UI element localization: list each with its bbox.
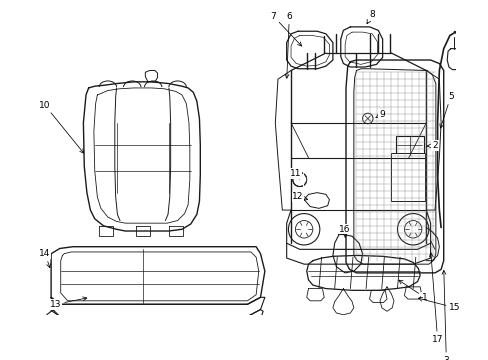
Circle shape <box>362 113 372 124</box>
Bar <box>395 136 423 155</box>
Circle shape <box>288 213 319 245</box>
Text: 9: 9 <box>375 109 384 118</box>
Text: 17: 17 <box>428 253 443 344</box>
Text: 8: 8 <box>366 10 374 24</box>
Text: 6: 6 <box>285 12 291 78</box>
Text: 11: 11 <box>289 169 301 179</box>
Circle shape <box>404 221 421 238</box>
Text: 15: 15 <box>418 297 460 312</box>
Text: 1: 1 <box>398 280 427 302</box>
Text: 13: 13 <box>50 297 87 309</box>
Text: 3: 3 <box>441 270 448 360</box>
Circle shape <box>397 213 428 245</box>
Text: 4: 4 <box>0 359 1 360</box>
Text: 10: 10 <box>39 101 83 153</box>
Text: 5: 5 <box>439 92 453 128</box>
Bar <box>390 153 424 201</box>
Text: 12: 12 <box>292 193 307 202</box>
Circle shape <box>295 221 312 238</box>
Text: 14: 14 <box>39 249 51 268</box>
Text: 7: 7 <box>270 12 301 46</box>
Text: 16: 16 <box>339 225 350 237</box>
Text: 2: 2 <box>427 141 437 150</box>
Circle shape <box>292 172 306 186</box>
